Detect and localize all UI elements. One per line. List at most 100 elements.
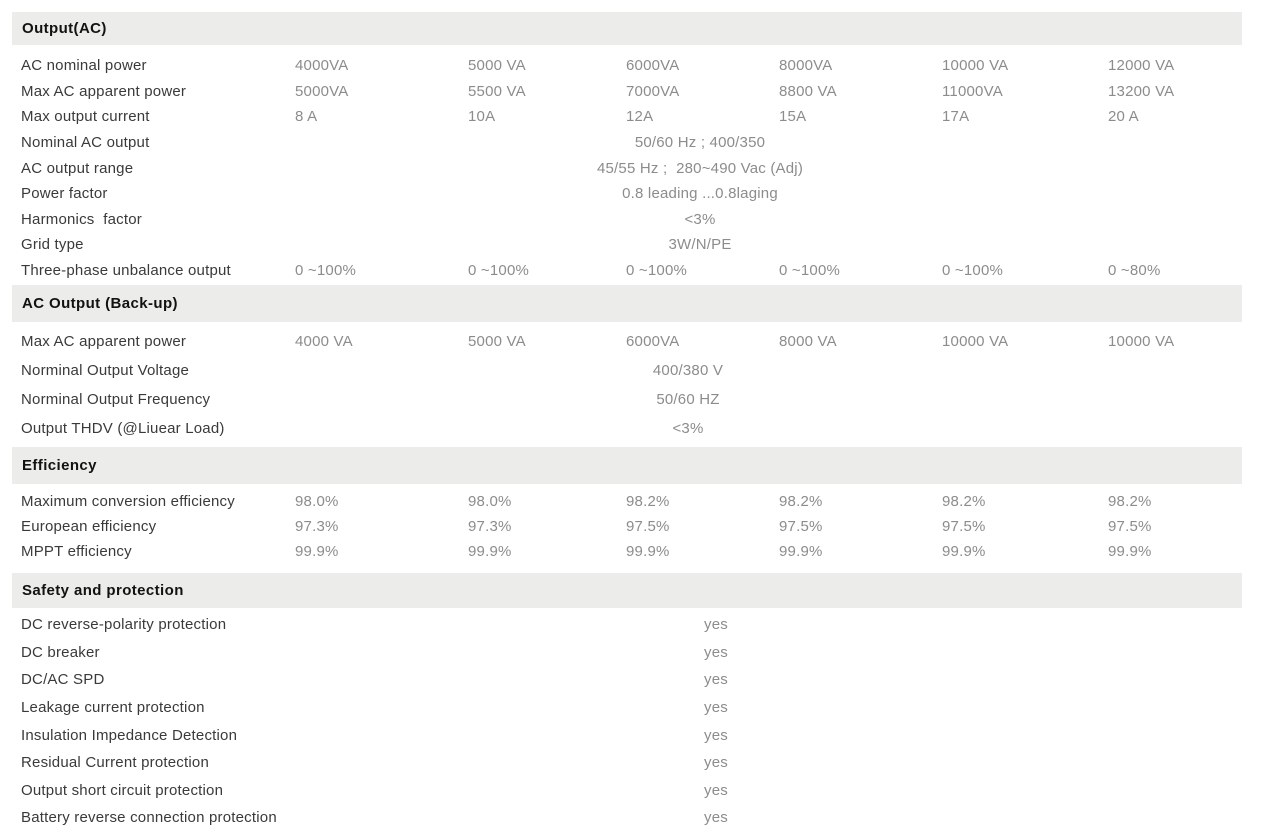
section-header-safety-and-protection: Safety and protection: [12, 573, 1242, 608]
spec-value-col2: 10A: [468, 108, 496, 126]
spec-value-col5: 0 ~100%: [942, 262, 1004, 280]
spec-row-grid-type: Grid type 3W/N/PE: [0, 232, 1261, 258]
spec-value-col2: 98.0%: [468, 493, 512, 511]
merged-value: 45/55 Hz ; 280~490 Vac (Adj): [596, 159, 804, 177]
spec-row-power-factor: Power factor 0.8 leading ...0.8laging: [0, 181, 1261, 207]
row-label: DC reverse-polarity protection: [21, 616, 227, 634]
spec-value-col3: 0 ~100%: [626, 262, 688, 280]
merged-value: yes: [704, 809, 728, 827]
spec-row-ac-output-range: AC output range 45/55 Hz ; 280~490 Vac (A…: [0, 155, 1261, 181]
spec-value-col6: 20 A: [1108, 108, 1139, 126]
spec-value-col6: 10000 VA: [1108, 333, 1175, 350]
spec-value-col4: 98.2%: [779, 493, 823, 511]
spec-value-col2: 5000 VA: [468, 333, 526, 350]
spec-value-col1: 98.0%: [295, 493, 339, 511]
row-label: AC nominal power: [21, 57, 147, 75]
spec-value-col3: 99.9%: [626, 543, 670, 561]
spec-row-max-ac-apparent-power: Max AC apparent power 5000VA 5500 VA 7000VA…: [0, 79, 1261, 105]
spec-value-col4: 0 ~100%: [779, 262, 841, 280]
row-label: Insulation Impedance Detection: [21, 726, 238, 744]
spec-value-col5: 10000 VA: [942, 333, 1009, 350]
spec-value-col1: 0 ~100%: [295, 262, 357, 280]
spec-value-col4: 8000 VA: [779, 333, 837, 350]
spec-row-output-thdv-liuear-load: Output THDV (@Liuear Load) <3%: [0, 414, 1261, 443]
spec-value-col1: 4000 VA: [295, 333, 353, 350]
spec-row-nominal-ac-output: Nominal AC output 50/60 Hz ; 400/350: [0, 130, 1261, 156]
spec-row-dc-reverse-polarity-protection: DC reverse-polarity protection yes: [0, 611, 1261, 639]
spec-value-col1: 97.3%: [295, 518, 339, 536]
spec-row-max-output-current: Max output current 8 A 10A 12A 15A 17A 20 A: [0, 104, 1261, 130]
spec-row-maximum-conversion-efficiency: Maximum conversion efficiency 98.0% 98.0% 9…: [0, 489, 1261, 514]
spec-value-col2: 97.3%: [468, 518, 512, 536]
spec-value-col1: 5000VA: [295, 82, 349, 100]
spec-row-mppt-efficiency: MPPT efficiency 99.9% 99.9% 99.9% 99.9% 99.9%…: [0, 539, 1261, 564]
merged-value: yes: [704, 616, 728, 634]
spec-value-col5: 98.2%: [942, 493, 986, 511]
section-header-ac-output-back-up: AC Output (Back-up): [12, 285, 1242, 322]
spec-value-col3: 6000VA: [626, 57, 680, 75]
merged-value: <3%: [684, 210, 716, 228]
row-label: DC/AC SPD: [21, 671, 105, 689]
row-label: Output THDV (@Liuear Load): [21, 420, 225, 437]
spec-value-col1: 99.9%: [295, 543, 339, 561]
row-label: Residual Current protection: [21, 754, 209, 772]
row-label: Max AC apparent power: [21, 82, 187, 100]
spec-value-col6: 12000 VA: [1108, 57, 1175, 75]
spec-row-dc-ac-spd: DC/AC SPD yes: [0, 666, 1261, 694]
spec-value-col2: 5000 VA: [468, 57, 526, 75]
section-title: AC Output (Back-up): [22, 295, 178, 312]
spec-row-max-ac-apparent-power: Max AC apparent power 4000 VA 5000 VA 6000V…: [0, 327, 1261, 356]
row-label: Battery reverse connection protection: [21, 809, 277, 827]
spec-value-col4: 97.5%: [779, 518, 823, 536]
spec-row-output-short-circuit-protection: Output short circuit protection yes: [0, 777, 1261, 805]
spec-value-col3: 6000VA: [626, 333, 680, 350]
row-label: Maximum conversion efficiency: [21, 493, 235, 511]
spec-value-col2: 5500 VA: [468, 82, 526, 100]
spec-row-ac-nominal-power: AC nominal power 4000VA 5000 VA 6000VA 8000V…: [0, 53, 1261, 79]
row-label: Output short circuit protection: [21, 781, 224, 799]
spec-value-col5: 10000 VA: [942, 57, 1009, 75]
spec-value-col3: 97.5%: [626, 518, 670, 536]
section-header-output-ac: Output(AC): [12, 12, 1242, 45]
section-title: Efficiency: [22, 457, 97, 474]
section-title: Output(AC): [22, 20, 107, 37]
spec-row-norminal-output-voltage: Norminal Output Voltage 400/380 V: [0, 356, 1261, 385]
row-label: Leakage current protection: [21, 699, 205, 717]
merged-value: yes: [704, 671, 728, 689]
spec-value-col3: 12A: [626, 108, 654, 126]
row-label: Norminal Output Frequency: [21, 391, 211, 408]
spec-row-harmonics-factor: Harmonics factor <3%: [0, 207, 1261, 233]
spec-row-residual-current-protection: Residual Current protection yes: [0, 749, 1261, 777]
spec-value-col2: 99.9%: [468, 543, 512, 561]
spec-row-leakage-current-protection: Leakage current protection yes: [0, 694, 1261, 722]
spec-value-col3: 7000VA: [626, 82, 680, 100]
spec-value-col5: 97.5%: [942, 518, 986, 536]
spec-value-col4: 99.9%: [779, 543, 823, 561]
section-title: Safety and protection: [22, 582, 184, 599]
merged-value: 50/60 Hz ; 400/350: [634, 134, 766, 152]
row-label: Harmonics factor: [21, 210, 142, 228]
row-label: MPPT efficiency: [21, 543, 132, 561]
row-label: European efficiency: [21, 518, 157, 536]
spec-row-three-phase-unbalance-output: Three-phase unbalance output 0 ~100% 0 ~10…: [0, 258, 1261, 284]
spec-value-col6: 13200 VA: [1108, 82, 1175, 100]
row-label: Max AC apparent power: [21, 333, 187, 350]
spec-value-col4: 8000VA: [779, 57, 833, 75]
spec-value-col1: 4000VA: [295, 57, 349, 75]
row-label: Grid type: [21, 236, 84, 254]
spec-value-col3: 98.2%: [626, 493, 670, 511]
row-label: AC output range: [21, 159, 134, 177]
merged-value: yes: [704, 643, 728, 661]
row-label: Power factor: [21, 185, 108, 203]
spec-value-col6: 98.2%: [1108, 493, 1152, 511]
merged-value: <3%: [672, 420, 704, 437]
row-label: Three-phase unbalance output: [21, 262, 231, 280]
merged-value: 3W/N/PE: [668, 236, 732, 254]
merged-value: yes: [704, 699, 728, 717]
merged-value: 400/380 V: [652, 362, 724, 379]
spec-value-col6: 99.9%: [1108, 543, 1152, 561]
spec-value-col4: 15A: [779, 108, 807, 126]
merged-value: yes: [704, 754, 728, 772]
spec-value-col5: 11000VA: [942, 82, 1003, 100]
